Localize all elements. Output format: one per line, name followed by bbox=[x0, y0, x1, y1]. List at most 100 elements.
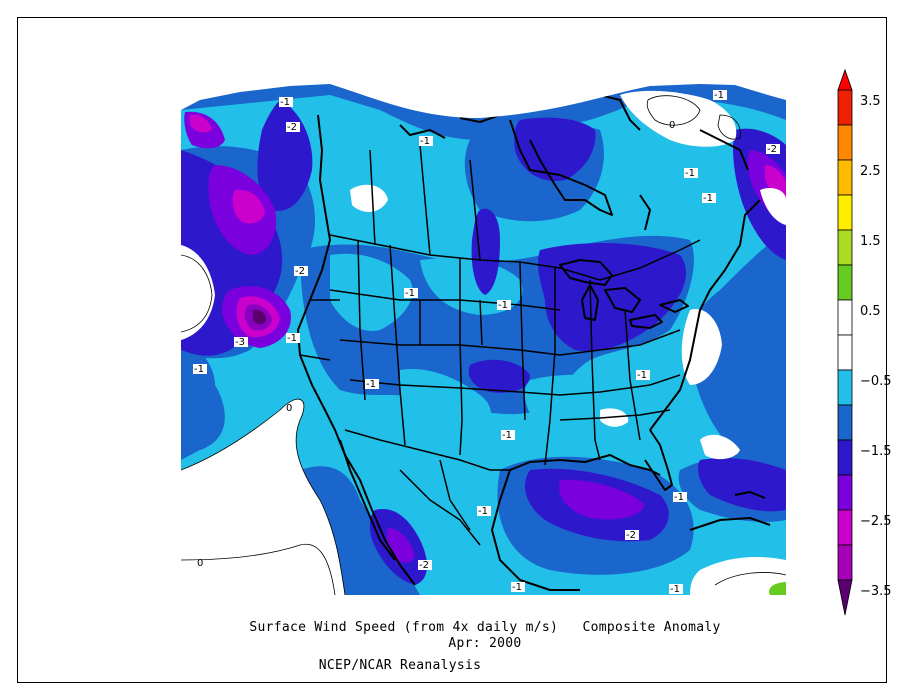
svg-text:-1: -1 bbox=[287, 333, 297, 344]
colorbar-segment bbox=[837, 229, 853, 266]
colorbar-tick-label: −2.5 bbox=[860, 514, 892, 529]
anomaly-region-deepblue bbox=[468, 359, 530, 393]
colorbar-segment bbox=[837, 474, 853, 511]
contour-label: -1 bbox=[365, 379, 379, 390]
colorbar-segment bbox=[837, 264, 853, 301]
data-source: NCEP/NCAR Reanalysis bbox=[318, 658, 482, 673]
coastlines bbox=[297, 94, 771, 591]
anomaly-region-green bbox=[768, 582, 786, 595]
svg-text:-1: -1 bbox=[280, 97, 290, 108]
contour-label: -1 bbox=[669, 584, 683, 595]
svg-text:-1: -1 bbox=[366, 379, 376, 390]
zero-contour bbox=[181, 543, 336, 595]
anomaly-region-white bbox=[700, 434, 740, 460]
contour-label: -1 bbox=[286, 333, 300, 344]
colorbar-tick-label: −3.5 bbox=[860, 584, 892, 599]
contour-label: -3 bbox=[234, 337, 248, 348]
contour-label: -2 bbox=[294, 266, 308, 277]
anomaly-region-white bbox=[690, 557, 786, 595]
contour-label: -1 bbox=[673, 492, 687, 503]
contour-label: -2 bbox=[625, 530, 639, 541]
anomaly-region-violet bbox=[253, 309, 267, 325]
anomaly-region-white bbox=[181, 399, 345, 595]
anomaly-region-magenta bbox=[232, 189, 265, 224]
contour-label: -1 bbox=[713, 90, 727, 101]
anomaly-region-white bbox=[181, 245, 215, 340]
colorbar-segment bbox=[837, 334, 853, 371]
colorbar: 3.5 2.5 1.5 0.5 −0.5 −1.5 −2.5 −3.5 bbox=[837, 68, 892, 616]
svg-text:-2: -2 bbox=[295, 266, 305, 277]
contour-label: -1 bbox=[279, 97, 293, 108]
svg-text:-1: -1 bbox=[703, 193, 713, 204]
svg-text:0: 0 bbox=[286, 403, 292, 414]
svg-text:-1: -1 bbox=[194, 364, 204, 375]
chart-date: Apr: 2000 bbox=[448, 636, 522, 651]
anomaly-region-light bbox=[400, 369, 491, 441]
colorbar-tick-label: −1.5 bbox=[860, 444, 892, 459]
svg-text:-1: -1 bbox=[670, 584, 680, 595]
political-boundaries bbox=[299, 144, 701, 546]
anomaly-region-white bbox=[681, 309, 722, 385]
colorbar-segment bbox=[837, 544, 853, 581]
contour-label: -1 bbox=[636, 370, 650, 381]
contour-label: -2 bbox=[286, 122, 300, 133]
svg-text:-2: -2 bbox=[419, 560, 429, 571]
svg-text:0: 0 bbox=[197, 558, 203, 569]
contour-label: -1 bbox=[193, 364, 207, 375]
anomaly-region-white bbox=[760, 188, 786, 225]
contour-label: 0 bbox=[286, 403, 292, 414]
svg-text:0: 0 bbox=[669, 120, 675, 131]
zero-contour bbox=[181, 254, 213, 333]
contour-label: 0 bbox=[197, 558, 203, 569]
zero-contour bbox=[714, 572, 786, 586]
colorbar-segment bbox=[837, 369, 853, 406]
colorbar-segment bbox=[837, 124, 853, 161]
svg-text:-1: -1 bbox=[502, 430, 512, 441]
contour-label: -1 bbox=[497, 300, 511, 311]
svg-text:-2: -2 bbox=[287, 122, 297, 133]
colorbar-segment bbox=[837, 194, 853, 231]
svg-text:-1: -1 bbox=[478, 506, 488, 517]
contour-label: -2 bbox=[418, 560, 432, 571]
colorbar-tick-label: 3.5 bbox=[860, 94, 881, 109]
anomaly-region-magenta bbox=[190, 114, 212, 133]
colorbar-arrow-top bbox=[837, 68, 853, 91]
colorbar-tick-label: 1.5 bbox=[860, 234, 881, 249]
svg-text:-1: -1 bbox=[685, 168, 695, 179]
colorbar-arrow-bottom bbox=[837, 579, 853, 616]
zero-contour bbox=[717, 114, 741, 140]
svg-text:-1: -1 bbox=[512, 582, 522, 593]
contour-label: -2 bbox=[766, 144, 780, 155]
zero-contour bbox=[646, 95, 701, 126]
colorbar-segment bbox=[837, 509, 853, 546]
colorbar-segment bbox=[837, 159, 853, 196]
svg-text:-1: -1 bbox=[674, 492, 684, 503]
plot-frame bbox=[17, 17, 887, 683]
colorbar-segment bbox=[837, 404, 853, 441]
svg-text:-1: -1 bbox=[405, 288, 415, 299]
contour-label: -1 bbox=[419, 136, 433, 147]
anomaly-region-white bbox=[350, 184, 388, 212]
map-field: -1 -2 -1 -1 -1 -2 -1 -1 -2 -1 -1 -3 -1 -… bbox=[181, 84, 786, 595]
anomaly-region-purple bbox=[559, 479, 645, 520]
svg-text:-3: -3 bbox=[235, 337, 245, 348]
colorbar-segment bbox=[837, 439, 853, 476]
colorbar-segment bbox=[837, 89, 853, 126]
colorbar-tick-label: 2.5 bbox=[860, 164, 881, 179]
svg-text:-1: -1 bbox=[498, 300, 508, 311]
svg-text:-2: -2 bbox=[626, 530, 636, 541]
svg-text:-1: -1 bbox=[420, 136, 430, 147]
svg-text:-1: -1 bbox=[714, 90, 724, 101]
contour-label: 0 bbox=[669, 120, 675, 131]
contour-labels: -1 -2 -1 -1 -1 -2 -1 -1 -2 -1 -1 -3 -1 -… bbox=[193, 90, 780, 595]
contour-label: -1 bbox=[501, 430, 515, 441]
svg-text:-1: -1 bbox=[637, 370, 647, 381]
contour-label: -1 bbox=[404, 288, 418, 299]
colorbar-segment bbox=[837, 299, 853, 336]
contour-label: -1 bbox=[702, 193, 716, 204]
anomaly-region-deepblue bbox=[537, 243, 687, 352]
colorbar-tick-label: 0.5 bbox=[860, 304, 881, 319]
contour-label: -1 bbox=[511, 582, 525, 593]
anomaly-region-deepblue bbox=[514, 117, 596, 181]
